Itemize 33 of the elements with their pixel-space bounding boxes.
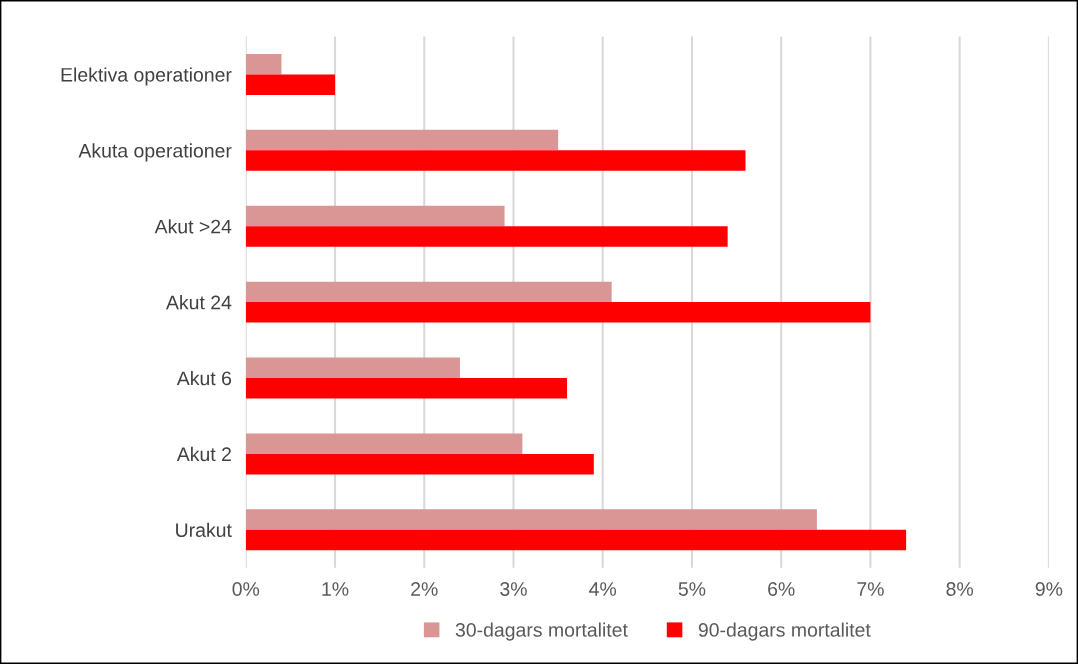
- bar: [245, 529, 907, 551]
- bar: [245, 53, 282, 75]
- x-tick-label: 2%: [411, 582, 438, 596]
- bar: [245, 302, 871, 323]
- bar: [245, 150, 746, 171]
- x-tick-label: 3%: [500, 582, 527, 596]
- y-tick-label: Elektiva operationer: [61, 67, 232, 86]
- bar: [245, 226, 728, 247]
- y-tick-label: Akut 2: [176, 446, 231, 462]
- bar: [245, 74, 336, 95]
- y-tick-label: Akuta operationer: [78, 143, 232, 162]
- x-tick-label: 7%: [857, 582, 884, 596]
- y-tick-label: Urakut: [176, 522, 232, 538]
- legend-label: 30-dagars mortalitet: [455, 622, 628, 641]
- bar: [245, 205, 505, 227]
- bar: [245, 129, 559, 151]
- y-tick-label: Akut >24: [154, 219, 232, 234]
- bar: [245, 453, 594, 475]
- bar: [245, 378, 568, 399]
- x-tick-label: 0%: [232, 582, 260, 596]
- bar: [245, 357, 460, 379]
- y-tick-label: Akut 6: [176, 370, 232, 386]
- bar: [245, 281, 612, 303]
- x-tick-label: 4%: [589, 582, 617, 596]
- x-tick-label: 6%: [768, 582, 795, 596]
- x-tick-label: 1%: [322, 582, 349, 596]
- x-tick-label: 8%: [946, 582, 974, 596]
- bar: [245, 433, 523, 454]
- x-tick-label: 9%: [1035, 582, 1063, 596]
- legend-label: 90-dagars mortalitet: [698, 622, 871, 641]
- x-tick-label: 5%: [678, 582, 706, 596]
- y-tick-label: Akut 24: [166, 295, 232, 310]
- bar: [245, 509, 817, 530]
